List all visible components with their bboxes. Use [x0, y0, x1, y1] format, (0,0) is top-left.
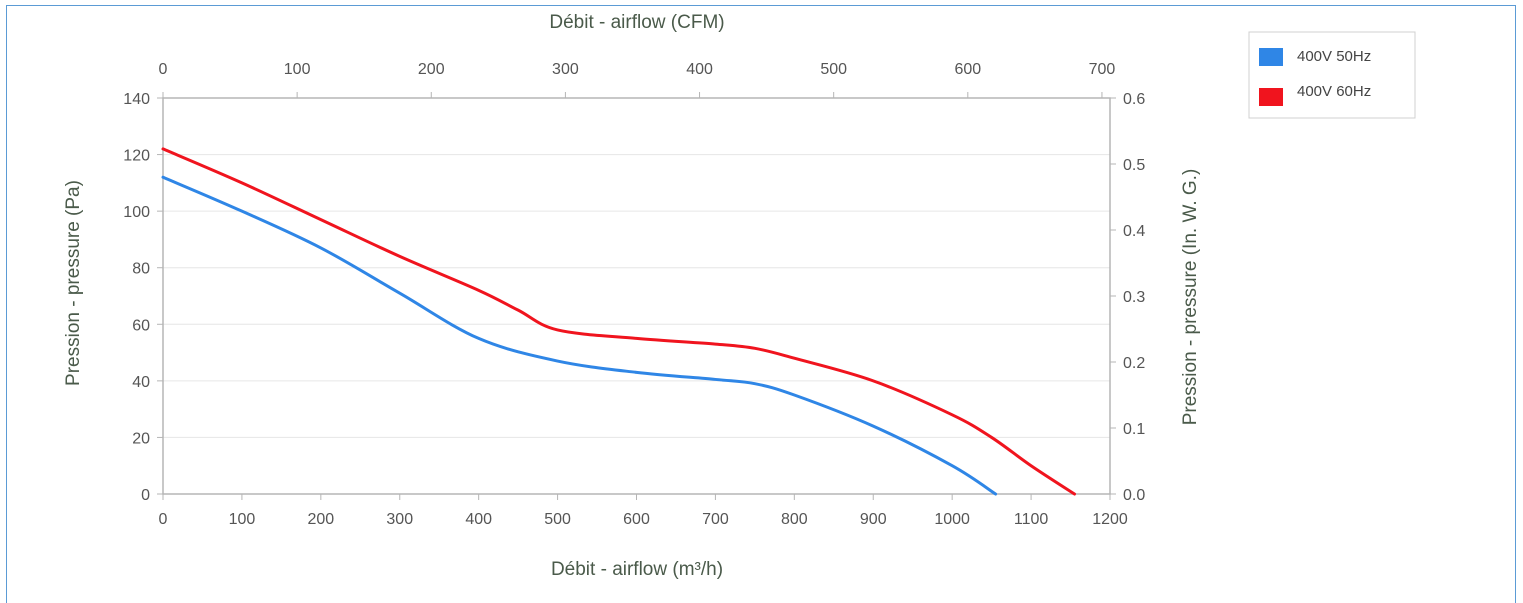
x-top-tick-label: 500 — [820, 61, 847, 78]
grid-lines — [163, 97, 1110, 495]
y-left-tick-label: 100 — [123, 204, 150, 221]
legend-swatch-60hz — [1259, 88, 1283, 106]
x-bottom-tick-label: 200 — [307, 511, 334, 528]
x-top-tick-label: 300 — [552, 61, 579, 78]
x-bottom-tick-label: 1200 — [1092, 511, 1128, 528]
x-bottom-tick-label: 600 — [623, 511, 650, 528]
x-top-tick-label: 100 — [284, 61, 311, 78]
y-right-tick-label: 0.1 — [1123, 421, 1145, 438]
x-bottom-tick-label: 900 — [860, 511, 887, 528]
y-right-tick-label: 0.0 — [1123, 487, 1145, 504]
x-axis-title-bottom: Débit - airflow (m³/h) — [551, 559, 723, 580]
left-axis-ticks: 0 20 40 60 80 100 120 140 — [123, 91, 163, 504]
x-bottom-tick-label: 800 — [781, 511, 808, 528]
y-left-tick-label: 80 — [132, 261, 150, 278]
x-bottom-tick-label: 100 — [229, 511, 256, 528]
y-left-tick-label: 0 — [141, 487, 150, 504]
top-axis-ticks: 0 100 200 300 400 500 600 700 — [159, 61, 1116, 98]
y-right-tick-label: 0.6 — [1123, 91, 1145, 108]
y-right-tick-label: 0.2 — [1123, 355, 1145, 372]
y-right-tick-label: 0.5 — [1123, 157, 1145, 174]
series-lines — [161, 147, 1076, 496]
legend-swatch-50hz — [1259, 48, 1283, 66]
y-right-tick-label: 0.4 — [1123, 223, 1145, 240]
x-bottom-tick-label: 500 — [544, 511, 571, 528]
y-left-tick-label: 40 — [132, 374, 150, 391]
right-axis-ticks: 0.0 0.1 0.2 0.3 0.4 0.5 0.6 — [1110, 91, 1145, 504]
x-top-tick-label: 200 — [418, 61, 445, 78]
x-bottom-tick-label: 0 — [159, 511, 168, 528]
series-line-60hz — [161, 147, 1076, 496]
y-axis-title-left: Pression - pressure (Pa) — [63, 180, 84, 386]
y-left-tick-label: 120 — [123, 148, 150, 165]
x-bottom-tick-label: 300 — [386, 511, 413, 528]
x-top-tick-label: 400 — [686, 61, 713, 78]
series-line-50hz — [161, 175, 998, 496]
y-left-tick-label: 20 — [132, 430, 150, 447]
x-top-tick-label: 700 — [1089, 61, 1116, 78]
x-axis-title-top: Débit - airflow (CFM) — [549, 12, 724, 33]
y-right-tick-label: 0.3 — [1123, 289, 1145, 306]
y-axis-title-right: Pression - pressure (In. W. G.) — [1180, 169, 1201, 426]
bottom-axis-ticks: 0 100 200 300 400 500 600 700 800 900 1000 1100 1200 — [159, 494, 1128, 528]
x-bottom-tick-label: 700 — [702, 511, 729, 528]
x-bottom-tick-label: 400 — [465, 511, 492, 528]
y-left-tick-label: 140 — [123, 91, 150, 108]
legend-label-50hz: 400V 50Hz — [1297, 48, 1371, 65]
legend: 400V 50Hz 400V 60Hz — [1248, 31, 1416, 119]
x-bottom-tick-label: 1000 — [934, 511, 970, 528]
x-top-tick-label: 600 — [954, 61, 981, 78]
legend-label-60hz: 400V 60Hz — [1297, 83, 1371, 100]
plot-area — [162, 97, 1111, 495]
y-left-tick-label: 60 — [132, 317, 150, 334]
x-bottom-tick-label: 1100 — [1014, 511, 1049, 528]
x-top-tick-label: 0 — [159, 61, 168, 78]
